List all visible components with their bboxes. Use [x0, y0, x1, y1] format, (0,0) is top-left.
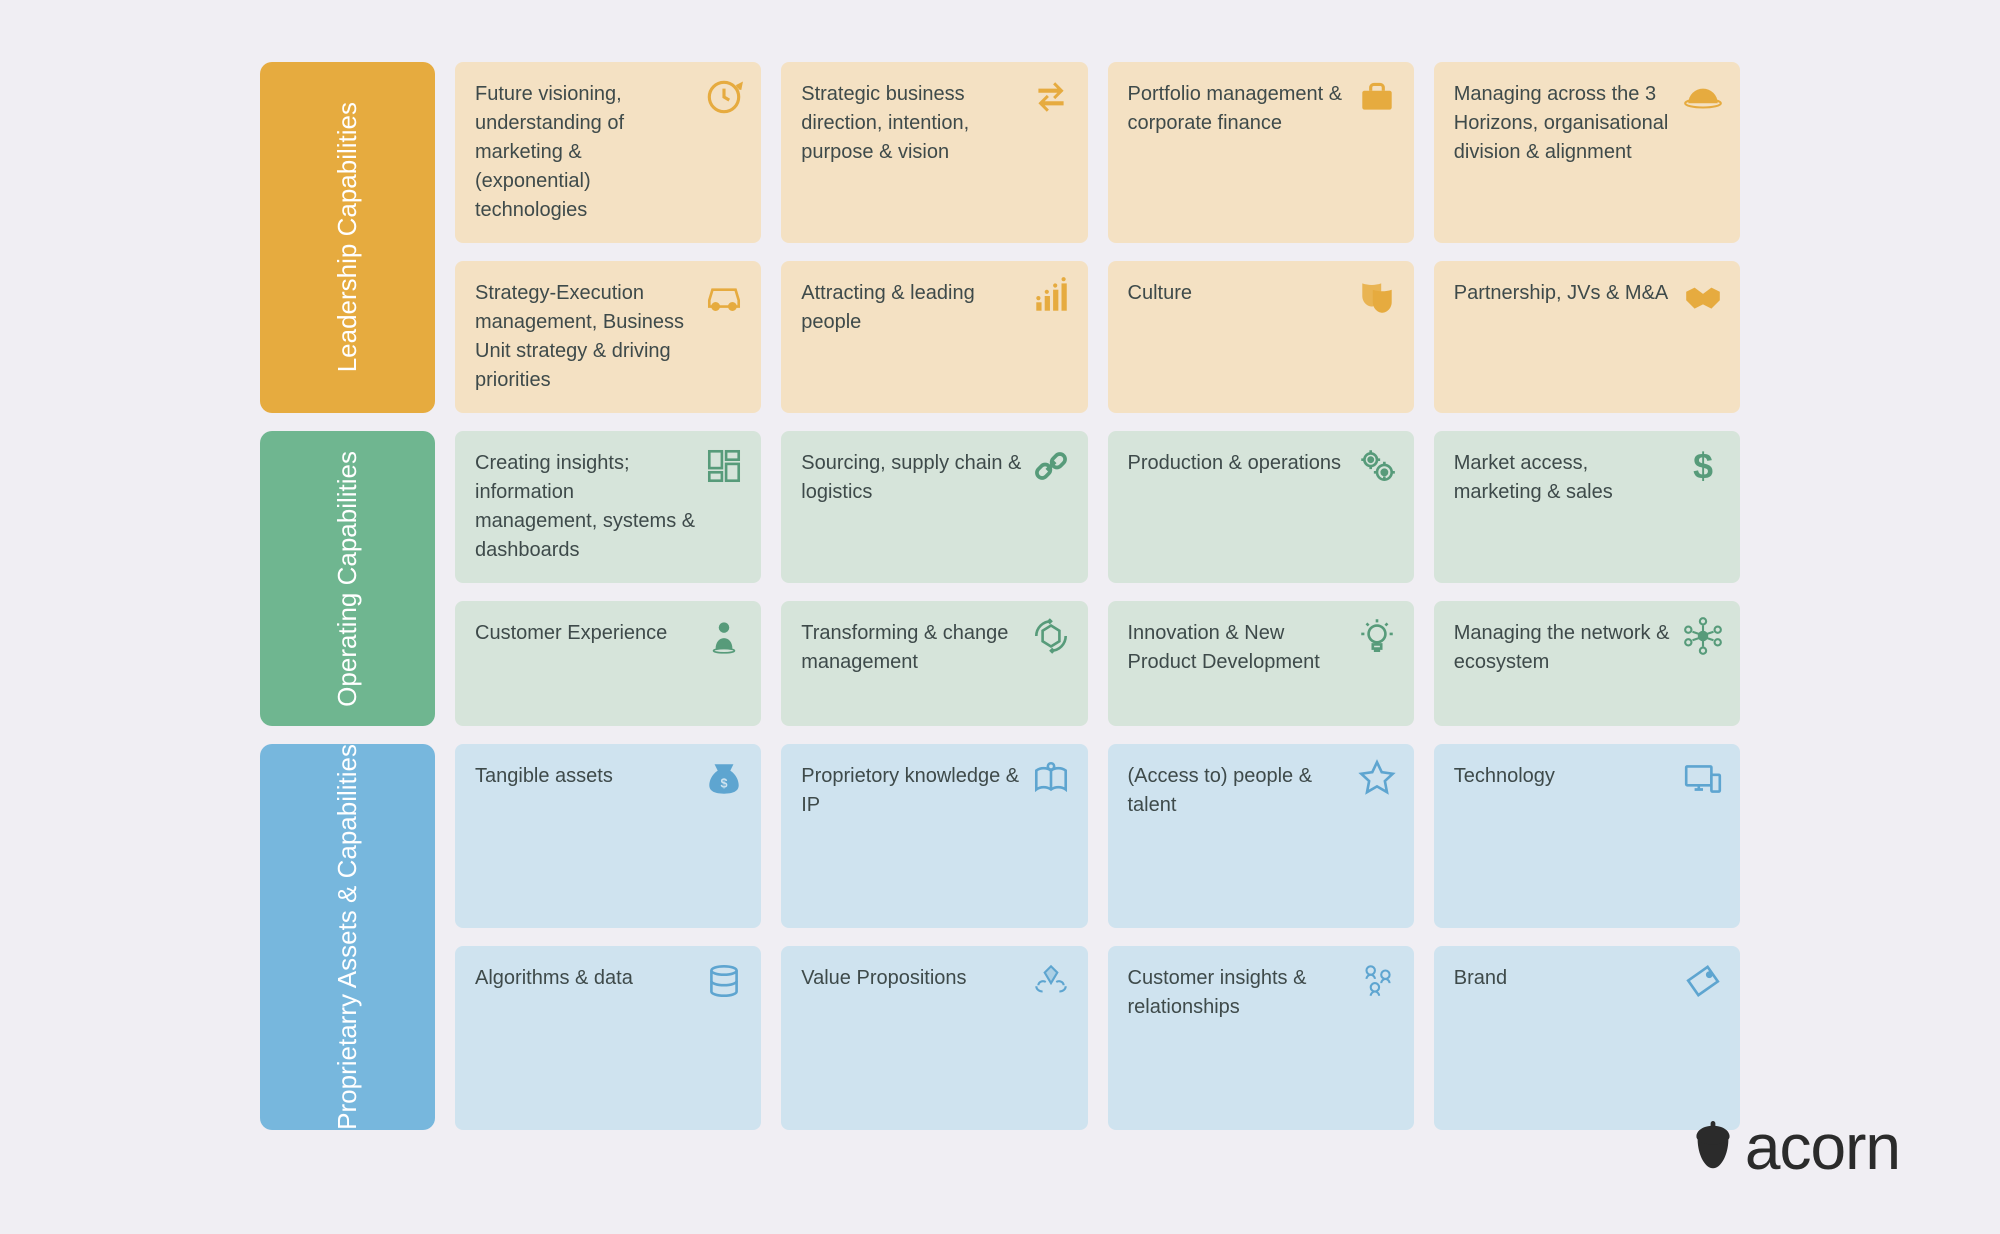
card-text: Algorithms & data — [475, 964, 633, 993]
card-text: Brand — [1454, 964, 1507, 993]
acorn-icon — [1689, 1121, 1737, 1173]
card-leadership-1: Strategic business direction, intention,… — [781, 62, 1087, 243]
card-text: Managing across the 3 Horizons, organisa… — [1454, 80, 1678, 167]
card-text: Creating insights; information managemen… — [475, 449, 699, 565]
card-text: Customer Experience — [475, 619, 667, 648]
section-label-operating: Operating Capabilities — [260, 431, 435, 726]
card-proprietary-5: Value Propositions — [781, 946, 1087, 1130]
people-group-icon — [1356, 960, 1398, 1002]
chain-link-icon — [1030, 445, 1072, 487]
card-leadership-7: Partnership, JVs & M&A — [1434, 261, 1740, 413]
logo: acorn — [1689, 1110, 1900, 1184]
diamond-hands-icon — [1030, 960, 1072, 1002]
card-text: Market access, marketing & sales — [1454, 449, 1678, 507]
masks-icon — [1356, 275, 1398, 317]
section-label-proprietary: Proprietarry Assets & Capabilities — [260, 744, 435, 1130]
growth-people-icon — [1030, 275, 1072, 317]
card-operating-5: Transforming & change management — [781, 601, 1087, 726]
card-text: (Access to) people & talent — [1128, 762, 1352, 820]
card-text: Transforming & change management — [801, 619, 1025, 677]
card-text: Production & operations — [1128, 449, 1341, 478]
card-proprietary-7: Brand — [1434, 946, 1740, 1130]
arrows-exchange-icon — [1030, 76, 1072, 118]
card-text: Strategy-Execution management, Business … — [475, 279, 699, 395]
card-leadership-5: Attracting & leading people — [781, 261, 1087, 413]
card-text: Culture — [1128, 279, 1192, 308]
cycle-box-icon — [1030, 615, 1072, 657]
card-text: Managing the network & ecosystem — [1454, 619, 1678, 677]
card-proprietary-4: Algorithms & data — [455, 946, 761, 1130]
card-text: Value Propositions — [801, 964, 966, 993]
briefcase-icon — [1356, 76, 1398, 118]
card-text: Innovation & New Product Development — [1128, 619, 1352, 677]
database-icon — [703, 960, 745, 1002]
dollar-icon: $ — [1682, 445, 1724, 487]
card-proprietary-3: Technology — [1434, 744, 1740, 928]
card-operating-4: Customer Experience — [455, 601, 761, 726]
car-icon — [703, 275, 745, 317]
gears-icon — [1356, 445, 1398, 487]
card-leadership-2: Portfolio management & corporate finance — [1108, 62, 1414, 243]
card-operating-6: Innovation & New Product Development — [1108, 601, 1414, 726]
card-proprietary-2: (Access to) people & talent — [1108, 744, 1414, 928]
star-icon — [1356, 758, 1398, 800]
person-pin-icon — [703, 615, 745, 657]
card-text: Portfolio management & corporate finance — [1128, 80, 1352, 138]
card-text: Customer insights & relationships — [1128, 964, 1352, 1022]
card-leadership-6: Culture — [1108, 261, 1414, 413]
card-text: Partnership, JVs & M&A — [1454, 279, 1669, 308]
section-label-leadership: Leadership Capabilities — [260, 62, 435, 413]
card-text: Sourcing, supply chain & logistics — [801, 449, 1025, 507]
card-text: Strategic business direction, intention,… — [801, 80, 1025, 167]
card-operating-7: Managing the network & ecosystem — [1434, 601, 1740, 726]
section-label-text: Leadership Capabilities — [331, 102, 364, 372]
handshake-icon — [1682, 275, 1724, 317]
card-operating-2: Production & operations — [1108, 431, 1414, 583]
card-leadership-3: Managing across the 3 Horizons, organisa… — [1434, 62, 1740, 243]
card-proprietary-0: Tangible assets $ — [455, 744, 761, 928]
svg-text:$: $ — [1693, 447, 1713, 487]
dashboard-icon — [703, 445, 745, 487]
card-text: Future visioning, understanding of marke… — [475, 80, 699, 225]
card-leadership-0: Future visioning, understanding of marke… — [455, 62, 761, 243]
section-label-text: Proprietarry Assets & Capabilities — [331, 744, 364, 1130]
card-text: Attracting & leading people — [801, 279, 1025, 337]
tag-icon — [1682, 960, 1724, 1002]
card-leadership-4: Strategy-Execution management, Business … — [455, 261, 761, 413]
network-icon — [1682, 615, 1724, 657]
card-text: Tangible assets — [475, 762, 613, 791]
open-book-icon — [1030, 758, 1072, 800]
svg-text:$: $ — [721, 776, 728, 790]
clock-arrow-icon — [703, 76, 745, 118]
money-bag-icon: $ — [703, 758, 745, 800]
sunrise-icon — [1682, 76, 1724, 118]
card-proprietary-6: Customer insights & relationships — [1108, 946, 1414, 1130]
lightbulb-icon — [1356, 615, 1398, 657]
card-operating-3: Market access, marketing & sales $ — [1434, 431, 1740, 583]
section-label-text: Operating Capabilities — [331, 451, 364, 707]
capability-grid: Leadership Capabilities Future visioning… — [260, 62, 1740, 1130]
logo-text: acorn — [1745, 1110, 1900, 1184]
card-text: Technology — [1454, 762, 1555, 791]
card-proprietary-1: Proprietory knowledge & IP — [781, 744, 1087, 928]
card-operating-1: Sourcing, supply chain & logistics — [781, 431, 1087, 583]
card-text: Proprietory knowledge & IP — [801, 762, 1025, 820]
card-operating-0: Creating insights; information managemen… — [455, 431, 761, 583]
devices-icon — [1682, 758, 1724, 800]
